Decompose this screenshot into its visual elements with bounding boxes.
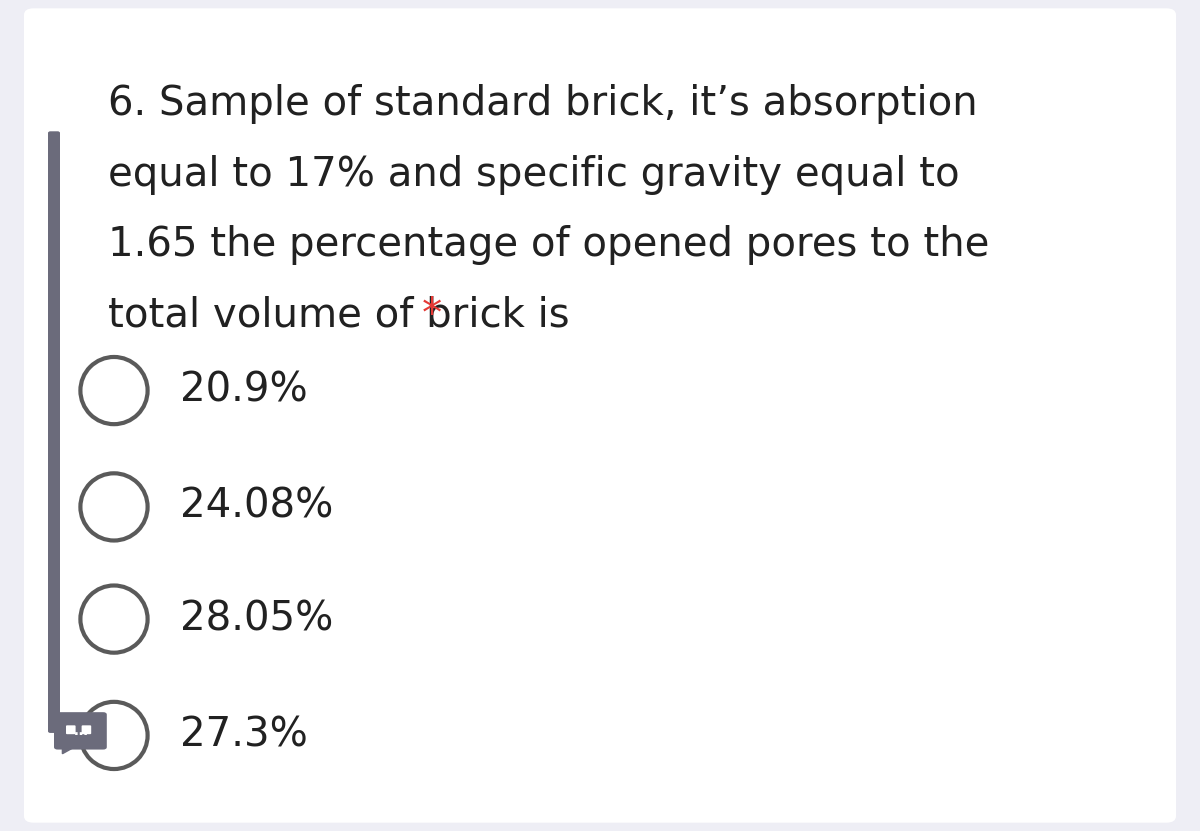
FancyBboxPatch shape — [54, 712, 107, 750]
FancyBboxPatch shape — [48, 131, 60, 733]
Text: 28.05%: 28.05% — [180, 599, 334, 639]
Text: *: * — [421, 296, 442, 336]
FancyBboxPatch shape — [24, 8, 1176, 823]
Polygon shape — [62, 747, 74, 754]
Text: 24.08%: 24.08% — [180, 487, 334, 527]
Text: 27.3%: 27.3% — [180, 715, 308, 755]
Text: equal to 17% and specific gravity equal to: equal to 17% and specific gravity equal … — [108, 155, 960, 194]
Text: 1.65 the percentage of opened pores to the: 1.65 the percentage of opened pores to t… — [108, 225, 989, 265]
Text: …: … — [73, 724, 88, 738]
Text: 6. Sample of standard brick, it’s absorption: 6. Sample of standard brick, it’s absorp… — [108, 84, 978, 124]
Text: 20.9%: 20.9% — [180, 371, 307, 411]
FancyBboxPatch shape — [82, 725, 91, 735]
Text: total volume of brick is: total volume of brick is — [108, 296, 582, 336]
FancyBboxPatch shape — [66, 725, 76, 735]
